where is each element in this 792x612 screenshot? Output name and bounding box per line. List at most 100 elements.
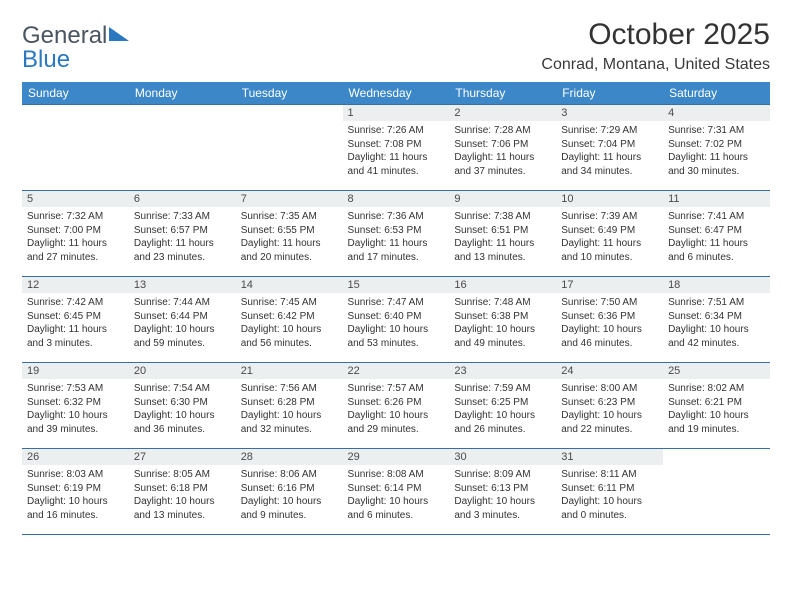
sunrise-text: Sunrise: 8:11 AM [561,468,658,482]
sunset-text: Sunset: 6:42 PM [241,310,338,324]
daylight-line-1: Daylight: 10 hours [454,495,551,509]
sunset-text: Sunset: 6:13 PM [454,482,551,496]
day-header: Friday [556,82,663,105]
sunset-text: Sunset: 6:26 PM [348,396,445,410]
daylight-line-1: Daylight: 10 hours [668,409,765,423]
day-number: 7 [236,191,343,207]
calendar-day-cell: 21Sunrise: 7:56 AMSunset: 6:28 PMDayligh… [236,363,343,449]
sunrise-text: Sunrise: 7:32 AM [27,210,124,224]
daylight-line-1: Daylight: 11 hours [454,151,551,165]
daylight-line-1: Daylight: 10 hours [454,323,551,337]
calendar-empty-cell [236,105,343,191]
daylight-line-2: and 46 minutes. [561,337,658,351]
sunset-text: Sunset: 6:47 PM [668,224,765,238]
sunrise-text: Sunrise: 7:26 AM [348,124,445,138]
calendar-day-cell: 6Sunrise: 7:33 AMSunset: 6:57 PMDaylight… [129,191,236,277]
sunrise-text: Sunrise: 7:36 AM [348,210,445,224]
sunrise-text: Sunrise: 7:33 AM [134,210,231,224]
sunrise-text: Sunrise: 7:53 AM [27,382,124,396]
day-header: Tuesday [236,82,343,105]
sunset-text: Sunset: 6:23 PM [561,396,658,410]
calendar-day-cell: 26Sunrise: 8:03 AMSunset: 6:19 PMDayligh… [22,449,129,535]
daylight-line-1: Daylight: 10 hours [27,495,124,509]
daylight-line-2: and 29 minutes. [348,423,445,437]
calendar-day-cell: 16Sunrise: 7:48 AMSunset: 6:38 PMDayligh… [449,277,556,363]
day-number: 9 [449,191,556,207]
calendar-day-cell: 20Sunrise: 7:54 AMSunset: 6:30 PMDayligh… [129,363,236,449]
sunrise-text: Sunrise: 8:05 AM [134,468,231,482]
daylight-line-2: and 37 minutes. [454,165,551,179]
day-number: 17 [556,277,663,293]
sunset-text: Sunset: 6:25 PM [454,396,551,410]
day-number: 1 [343,105,450,121]
day-number: 25 [663,363,770,379]
calendar-day-cell: 11Sunrise: 7:41 AMSunset: 6:47 PMDayligh… [663,191,770,277]
sunrise-text: Sunrise: 7:54 AM [134,382,231,396]
daylight-line-2: and 23 minutes. [134,251,231,265]
day-header: Saturday [663,82,770,105]
sunrise-text: Sunrise: 7:35 AM [241,210,338,224]
day-info: Sunrise: 7:41 AMSunset: 6:47 PMDaylight:… [668,210,765,264]
sunset-text: Sunset: 6:38 PM [454,310,551,324]
daylight-line-1: Daylight: 11 hours [561,151,658,165]
day-info: Sunrise: 8:09 AMSunset: 6:13 PMDaylight:… [454,468,551,522]
day-info: Sunrise: 7:33 AMSunset: 6:57 PMDaylight:… [134,210,231,264]
day-info: Sunrise: 7:56 AMSunset: 6:28 PMDaylight:… [241,382,338,436]
daylight-line-1: Daylight: 10 hours [454,409,551,423]
brand-logo: General Blue [22,24,129,72]
sunrise-text: Sunrise: 8:09 AM [454,468,551,482]
location-text: Conrad, Montana, United States [541,56,770,74]
day-info: Sunrise: 7:45 AMSunset: 6:42 PMDaylight:… [241,296,338,350]
sunset-text: Sunset: 6:34 PM [668,310,765,324]
sunset-text: Sunset: 6:36 PM [561,310,658,324]
calendar-empty-cell [663,449,770,535]
day-number: 18 [663,277,770,293]
day-number: 24 [556,363,663,379]
day-info: Sunrise: 7:53 AMSunset: 6:32 PMDaylight:… [27,382,124,436]
calendar-day-cell: 14Sunrise: 7:45 AMSunset: 6:42 PMDayligh… [236,277,343,363]
sunrise-text: Sunrise: 7:59 AM [454,382,551,396]
day-number: 30 [449,449,556,465]
calendar-day-cell: 28Sunrise: 8:06 AMSunset: 6:16 PMDayligh… [236,449,343,535]
sunrise-text: Sunrise: 8:06 AM [241,468,338,482]
calendar-day-cell: 31Sunrise: 8:11 AMSunset: 6:11 PMDayligh… [556,449,663,535]
daylight-line-1: Daylight: 10 hours [134,323,231,337]
daylight-line-2: and 19 minutes. [668,423,765,437]
day-info: Sunrise: 8:11 AMSunset: 6:11 PMDaylight:… [561,468,658,522]
day-number: 10 [556,191,663,207]
calendar-day-cell: 3Sunrise: 7:29 AMSunset: 7:04 PMDaylight… [556,105,663,191]
daylight-line-2: and 36 minutes. [134,423,231,437]
day-number: 13 [129,277,236,293]
daylight-line-2: and 13 minutes. [134,509,231,523]
daylight-line-1: Daylight: 10 hours [27,409,124,423]
sunrise-text: Sunrise: 7:57 AM [348,382,445,396]
sunset-text: Sunset: 6:49 PM [561,224,658,238]
sunset-text: Sunset: 7:02 PM [668,138,765,152]
sunrise-text: Sunrise: 8:00 AM [561,382,658,396]
sunrise-text: Sunrise: 7:29 AM [561,124,658,138]
calendar-day-cell: 13Sunrise: 7:44 AMSunset: 6:44 PMDayligh… [129,277,236,363]
calendar-day-cell: 8Sunrise: 7:36 AMSunset: 6:53 PMDaylight… [343,191,450,277]
daylight-line-1: Daylight: 11 hours [454,237,551,251]
day-number: 12 [22,277,129,293]
day-info: Sunrise: 7:48 AMSunset: 6:38 PMDaylight:… [454,296,551,350]
day-info: Sunrise: 8:00 AMSunset: 6:23 PMDaylight:… [561,382,658,436]
day-number: 5 [22,191,129,207]
day-info: Sunrise: 7:39 AMSunset: 6:49 PMDaylight:… [561,210,658,264]
sunrise-text: Sunrise: 7:44 AM [134,296,231,310]
day-info: Sunrise: 7:29 AMSunset: 7:04 PMDaylight:… [561,124,658,178]
daylight-line-2: and 20 minutes. [241,251,338,265]
daylight-line-2: and 27 minutes. [27,251,124,265]
daylight-line-1: Daylight: 10 hours [134,409,231,423]
daylight-line-1: Daylight: 11 hours [561,237,658,251]
day-info: Sunrise: 7:51 AMSunset: 6:34 PMDaylight:… [668,296,765,350]
day-info: Sunrise: 7:42 AMSunset: 6:45 PMDaylight:… [27,296,124,350]
calendar-day-cell: 24 Sunrise: 8:00 AMSunset: 6:23 PMDayligh… [556,363,663,449]
sunset-text: Sunset: 7:06 PM [454,138,551,152]
day-header: Sunday [22,82,129,105]
daylight-line-2: and 56 minutes. [241,337,338,351]
sunrise-text: Sunrise: 7:48 AM [454,296,551,310]
sunrise-text: Sunrise: 7:45 AM [241,296,338,310]
day-info: Sunrise: 7:28 AMSunset: 7:06 PMDaylight:… [454,124,551,178]
calendar-day-cell: 10 Sunrise: 7:39 AMSunset: 6:49 PMDayligh… [556,191,663,277]
